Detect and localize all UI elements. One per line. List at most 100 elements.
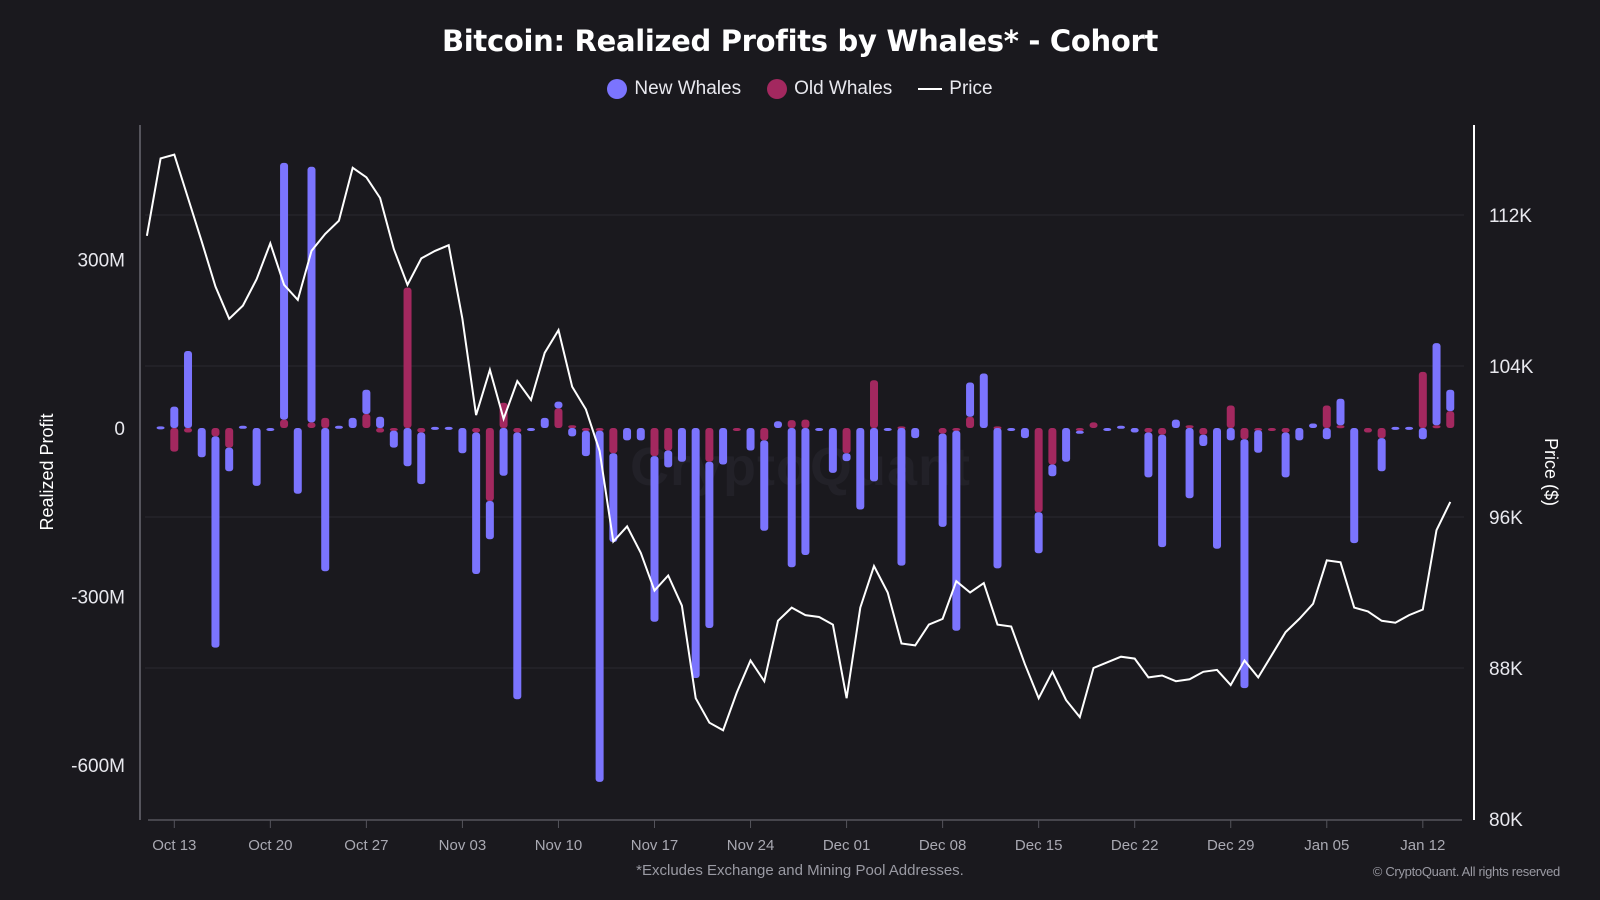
bar-old-whales[interactable] [760, 428, 769, 441]
bar-old-whales[interactable] [1158, 428, 1167, 435]
bar-new-whales[interactable] [417, 432, 426, 485]
bar-new-whales[interactable] [1075, 430, 1084, 434]
bar-new-whales[interactable] [1350, 428, 1359, 544]
bar-old-whales[interactable] [376, 428, 385, 433]
bar-new-whales[interactable] [705, 461, 714, 628]
bar-new-whales[interactable] [787, 428, 796, 568]
bar-new-whales[interactable] [1048, 464, 1057, 477]
bar-old-whales[interactable] [966, 416, 975, 428]
bar-new-whales[interactable] [664, 450, 673, 468]
bar-old-whales[interactable] [1446, 411, 1455, 428]
bar-old-whales[interactable] [485, 428, 494, 502]
bar-new-whales[interactable] [650, 456, 659, 622]
bar-old-whales[interactable] [568, 425, 577, 429]
bar-new-whales[interactable] [1226, 428, 1235, 441]
bar-new-whales[interactable] [993, 428, 1002, 569]
bar-old-whales[interactable] [650, 428, 659, 457]
bar-old-whales[interactable] [609, 428, 618, 454]
bar-old-whales[interactable] [1377, 428, 1386, 439]
bar-new-whales[interactable] [1336, 398, 1345, 426]
bar-new-whales[interactable] [554, 401, 563, 409]
bar-new-whales[interactable] [1158, 434, 1167, 548]
bar-new-whales[interactable] [280, 162, 289, 420]
bar-old-whales[interactable] [184, 428, 193, 433]
bar-old-whales[interactable] [705, 428, 714, 462]
bar-old-whales[interactable] [554, 408, 563, 428]
bar-new-whales[interactable] [348, 417, 357, 428]
bar-new-whales[interactable] [540, 417, 549, 428]
bar-new-whales[interactable] [815, 428, 824, 431]
bar-old-whales[interactable] [952, 428, 961, 431]
bar-new-whales[interactable] [444, 426, 453, 430]
bar-old-whales[interactable] [1199, 428, 1208, 435]
bar-new-whales[interactable] [1295, 428, 1304, 441]
bar-new-whales[interactable] [225, 447, 234, 472]
bar-new-whales[interactable] [458, 428, 467, 454]
bar-new-whales[interactable] [828, 428, 837, 473]
bar-new-whales[interactable] [211, 436, 220, 648]
bar-old-whales[interactable] [842, 428, 851, 454]
price-line[interactable] [145, 153, 1452, 732]
bar-old-whales[interactable] [1322, 405, 1331, 428]
bar-old-whales[interactable] [870, 380, 879, 428]
bar-new-whales[interactable] [1185, 428, 1194, 499]
bar-old-whales[interactable] [280, 419, 289, 428]
bar-old-whales[interactable] [1336, 425, 1345, 429]
legend-item-new-whales[interactable]: New Whales [607, 78, 741, 100]
bar-new-whales[interactable] [1377, 438, 1386, 472]
bar-old-whales[interactable] [403, 287, 412, 428]
bar-new-whales[interactable] [472, 432, 481, 575]
bar-old-whales[interactable] [362, 413, 371, 428]
bar-new-whales[interactable] [1007, 428, 1016, 431]
bar-old-whales[interactable] [307, 422, 316, 428]
bar-new-whales[interactable] [430, 426, 439, 430]
bar-new-whales[interactable] [1405, 426, 1414, 430]
legend-item-old-whales[interactable]: Old Whales [767, 78, 892, 100]
bar-new-whales[interactable] [184, 351, 193, 428]
bar-new-whales[interactable] [376, 416, 385, 428]
bar-old-whales[interactable] [664, 428, 673, 451]
bar-old-whales[interactable] [225, 428, 234, 448]
bar-new-whales[interactable] [691, 428, 700, 678]
bar-old-whales[interactable] [1089, 422, 1098, 428]
bar-new-whales[interactable] [636, 428, 645, 441]
bar-new-whales[interactable] [266, 428, 275, 431]
bar-new-whales[interactable] [911, 428, 920, 439]
bar-new-whales[interactable] [1103, 428, 1112, 431]
bar-new-whales[interactable] [842, 453, 851, 462]
bar-new-whales[interactable] [1322, 428, 1331, 440]
bar-new-whales[interactable] [1281, 432, 1290, 478]
bar-new-whales[interactable] [1432, 343, 1441, 426]
bar-new-whales[interactable] [773, 421, 782, 428]
bar-new-whales[interactable] [362, 389, 371, 414]
bar-new-whales[interactable] [513, 432, 522, 700]
bar-old-whales[interactable] [170, 428, 179, 452]
bar-new-whales[interactable] [1254, 430, 1263, 453]
bar-new-whales[interactable] [1020, 428, 1029, 439]
bar-new-whales[interactable] [623, 428, 632, 441]
bar-old-whales[interactable] [1363, 428, 1372, 433]
bar-old-whales[interactable] [1048, 428, 1057, 465]
bar-new-whales[interactable] [321, 428, 330, 572]
bar-old-whales[interactable] [1267, 428, 1276, 431]
bar-new-whales[interactable] [952, 430, 961, 631]
bar-old-whales[interactable] [1432, 425, 1441, 429]
bar-new-whales[interactable] [527, 428, 536, 431]
bar-new-whales[interactable] [1418, 428, 1427, 440]
bar-new-whales[interactable] [197, 428, 206, 458]
bar-new-whales[interactable] [1062, 428, 1071, 462]
bar-new-whales[interactable] [746, 428, 755, 451]
bar-new-whales[interactable] [1391, 426, 1400, 430]
bar-old-whales[interactable] [732, 428, 741, 431]
bar-new-whales[interactable] [1213, 428, 1222, 549]
bar-old-whales[interactable] [787, 420, 796, 428]
bar-new-whales[interactable] [403, 428, 412, 467]
bar-new-whales[interactable] [595, 430, 604, 782]
bar-old-whales[interactable] [801, 419, 810, 428]
bar-old-whales[interactable] [1226, 405, 1235, 428]
bar-new-whales[interactable] [979, 373, 988, 428]
bar-new-whales[interactable] [760, 440, 769, 531]
bar-old-whales[interactable] [513, 428, 522, 433]
bar-new-whales[interactable] [677, 428, 686, 462]
bar-new-whales[interactable] [499, 428, 508, 476]
